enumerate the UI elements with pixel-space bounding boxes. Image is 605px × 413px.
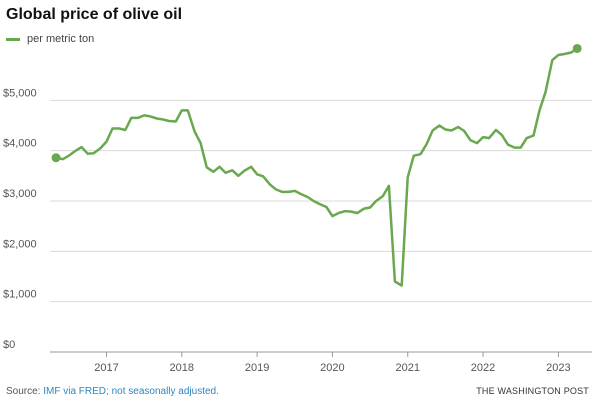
x-tick-label: 2023 xyxy=(546,362,570,374)
y-tick-labels: $0 $1,000 $2,000 $3,000 $4,000 $5,000 xyxy=(3,87,37,351)
line-chart: $0$1,000$2,000$3,000$4,000$5,000 2017 201… xyxy=(3,43,592,374)
x-tick-label: 2020 xyxy=(320,362,344,374)
x-tick-label: 2022 xyxy=(471,362,495,374)
source-prefix: Source: xyxy=(6,386,44,397)
series-line xyxy=(54,47,579,287)
x-tick-label: 2017 xyxy=(94,362,118,374)
y-tick-label: $5,000 xyxy=(3,87,37,99)
legend: per metric ton xyxy=(6,33,94,45)
chart-title: Global price of olive oil xyxy=(6,6,183,23)
series xyxy=(51,43,582,287)
y-tick-label: $3,000 xyxy=(3,188,37,200)
legend-label: per metric ton xyxy=(27,33,95,45)
legend-swatch xyxy=(6,37,20,41)
y-tick-label: $4,000 xyxy=(3,138,37,150)
x-tick-label: 2019 xyxy=(245,362,269,374)
x-tick-label: 2018 xyxy=(170,362,194,374)
y-tick-label: $2,000 xyxy=(3,238,37,250)
gridlines xyxy=(50,99,592,357)
source-link[interactable]: IMF via FRED; not seasonally adjusted. xyxy=(43,386,219,397)
credit: THE WASHINGTON POST xyxy=(476,386,589,396)
x-tick-label: 2021 xyxy=(395,362,419,374)
y-tick-label: $1,000 xyxy=(3,289,37,301)
y-tick-label: $0 xyxy=(3,339,15,351)
footer: Source: IMF via FRED; not seasonally adj… xyxy=(6,386,599,397)
x-tick-labels: 2017 2018 2019 2020 2021 2022 2023 xyxy=(94,362,570,374)
start-point xyxy=(51,153,61,163)
end-point xyxy=(572,43,582,53)
